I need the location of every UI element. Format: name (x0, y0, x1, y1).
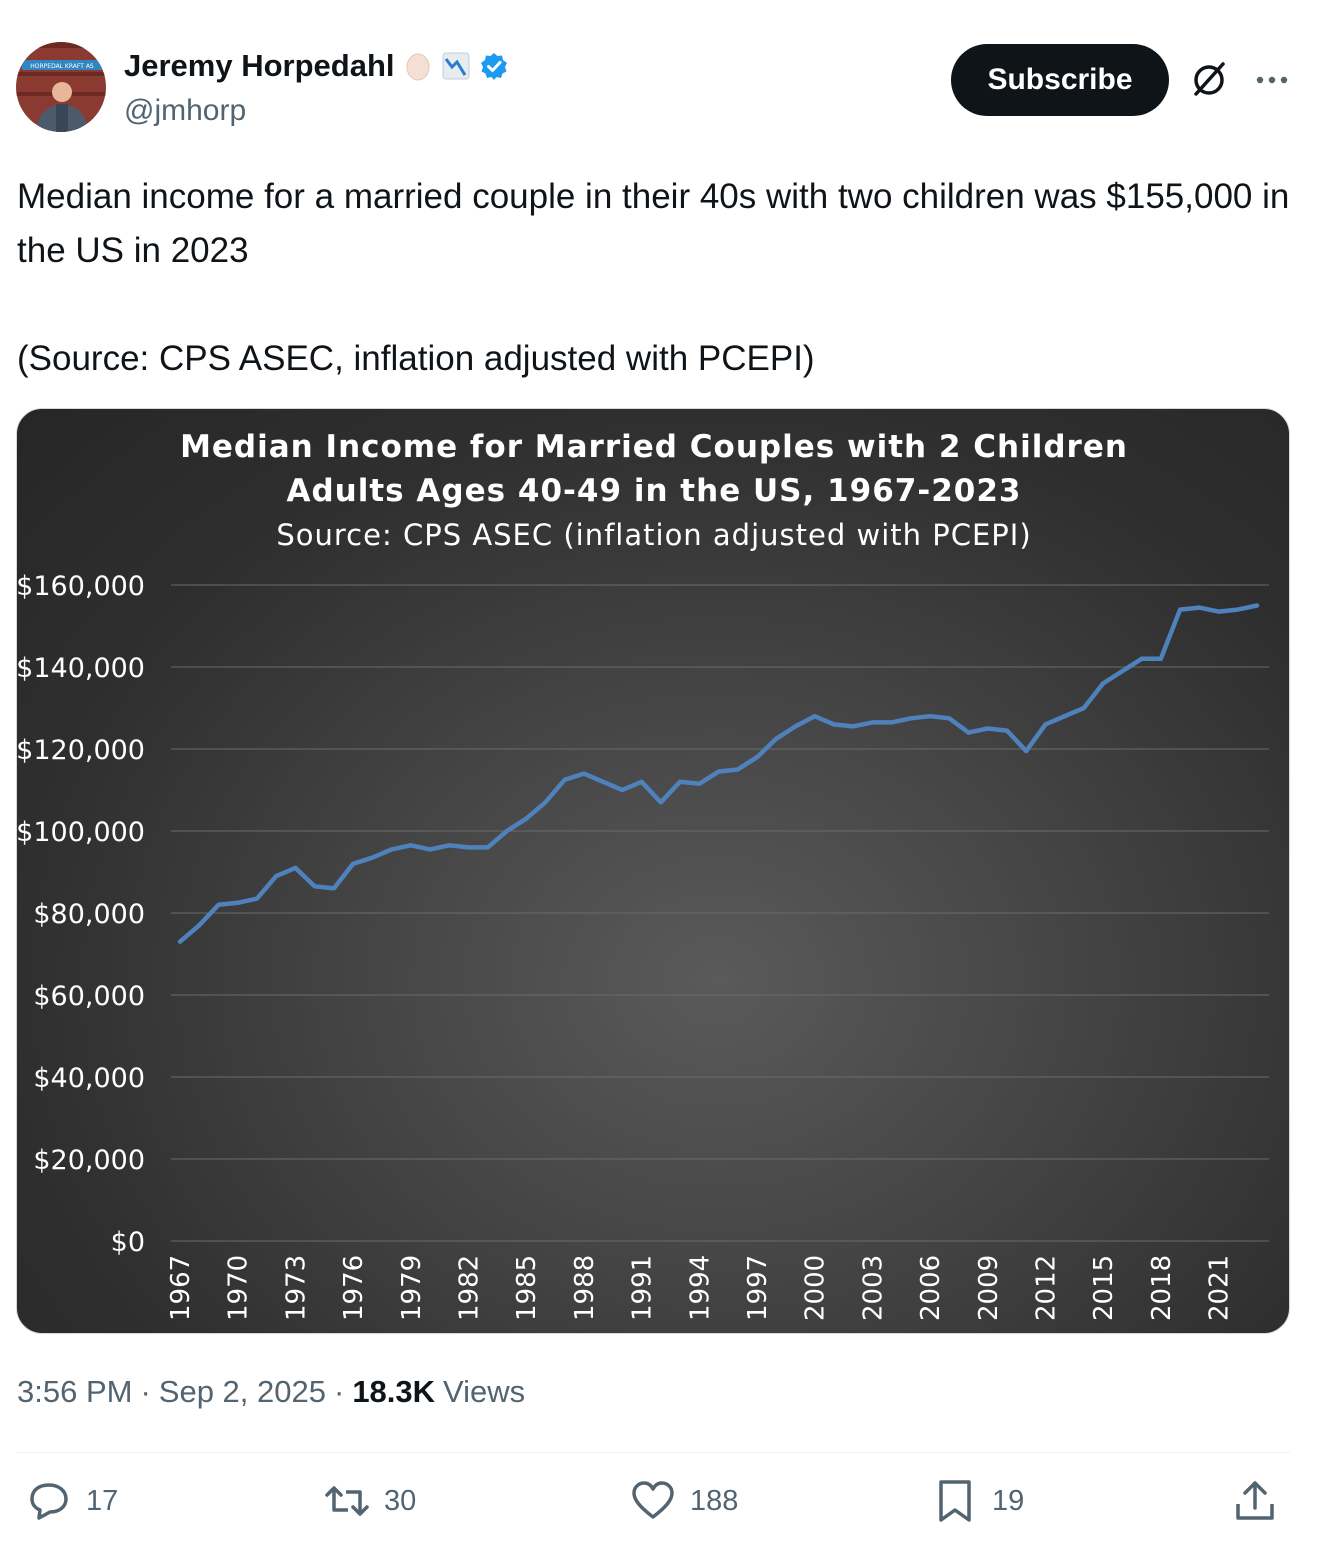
bookmark-icon (939, 1480, 971, 1522)
x-tick-label: 1994 (685, 1255, 715, 1321)
y-tick-label: $120,000 (17, 735, 145, 766)
author-handle[interactable]: @jmhorp (124, 94, 247, 127)
tweet-meta: 3:56 PM · Sep 2, 2025 · 18.3K Views (17, 1374, 525, 1410)
x-tick-label: 1970 (224, 1255, 254, 1321)
like-count: 188 (690, 1484, 739, 1517)
y-tick-label: $0 (111, 1227, 145, 1258)
chart-subtitle: Adults Ages 40-49 in the US, 1967-2023 (286, 473, 1021, 509)
bookmark-count: 19 (992, 1484, 1025, 1517)
income-line-chart: Median Income for Married Couples with 2… (17, 429, 1269, 1321)
reply-count: 17 (86, 1484, 119, 1517)
views-count: 18.3K (352, 1374, 436, 1409)
grok-icon[interactable] (1188, 58, 1230, 100)
meta-separator: · (140, 1374, 151, 1409)
x-tick-label: 1997 (743, 1255, 773, 1321)
author-name-row: Jeremy Horpedahl (124, 48, 509, 84)
chart-series (177, 603, 1260, 944)
divider (16, 1452, 1290, 1453)
x-axis: 1967 1970 1973 1976 1979 1982 1985 1988 1991 1994… (166, 1255, 1235, 1321)
repost-button[interactable]: 30 (324, 1478, 416, 1524)
x-tick-label: 2018 (1147, 1255, 1177, 1321)
avatar[interactable]: HORPEDAL KRAFT AS (16, 42, 106, 132)
tweet-text: Median income for a married couple in th… (17, 177, 1290, 378)
y-tick-label: $60,000 (33, 981, 145, 1012)
subscribe-button[interactable]: Subscribe (951, 44, 1169, 116)
verified-badge-icon (480, 53, 507, 80)
avatar-sign-text: HORPEDAL KRAFT AS (30, 63, 94, 70)
x-tick-label: 1967 (166, 1255, 196, 1321)
share-icon (1236, 1481, 1274, 1520)
tweet-time[interactable]: 3:56 PM (17, 1374, 133, 1409)
reply-button[interactable]: 17 (26, 1478, 118, 1524)
y-axis: $0 $20,000 $40,000 $60,000 $80,000 $100,000 $1… (17, 571, 145, 1258)
views-label: Views (443, 1374, 526, 1409)
chart-title: Median Income for Married Couples with 2… (180, 429, 1128, 465)
x-tick-label: 2015 (1089, 1255, 1119, 1321)
author-display-name[interactable]: Jeremy Horpedahl (124, 48, 395, 83)
repost-count: 30 (384, 1484, 417, 1517)
y-tick-label: $140,000 (17, 653, 145, 684)
x-tick-label: 2012 (1031, 1255, 1061, 1321)
action-bar: 17 30 188 19 (16, 1478, 1290, 1540)
meta-separator: · (333, 1374, 345, 1409)
egg-emoji-icon (406, 53, 429, 81)
y-tick-label: $160,000 (17, 571, 145, 602)
income-series-line (177, 603, 1260, 944)
x-tick-label: 1982 (454, 1255, 484, 1321)
chart-image[interactable]: Median Income for Married Couples with 2… (16, 408, 1290, 1334)
heart-icon (632, 1481, 674, 1519)
more-icon[interactable] (1252, 60, 1292, 100)
chart-source: Source: CPS ASEC (inflation adjusted wit… (276, 518, 1031, 552)
x-tick-label: 1979 (397, 1255, 427, 1321)
reply-icon (30, 1483, 68, 1520)
x-tick-label: 2003 (858, 1255, 888, 1321)
y-tick-label: $40,000 (33, 1063, 145, 1094)
x-tick-label: 2000 (801, 1255, 831, 1321)
x-tick-label: 1976 (339, 1255, 369, 1321)
share-button[interactable] (1232, 1478, 1278, 1524)
x-tick-label: 1985 (512, 1255, 542, 1321)
x-tick-label: 1973 (281, 1255, 311, 1321)
chart-decreasing-icon (442, 52, 469, 80)
y-tick-label: $20,000 (33, 1145, 145, 1176)
x-tick-label: 1991 (628, 1255, 658, 1321)
tweet-header: HORPEDAL KRAFT AS Jeremy Horpedahl @jmho… (16, 42, 1302, 134)
chart-grid (171, 584, 1269, 1242)
y-tick-label: $80,000 (33, 899, 145, 930)
y-tick-label: $100,000 (17, 817, 145, 848)
repost-icon (325, 1486, 369, 1516)
x-tick-label: 2006 (916, 1255, 946, 1321)
x-tick-label: 2021 (1205, 1255, 1235, 1321)
tweet-date[interactable]: Sep 2, 2025 (158, 1374, 326, 1409)
x-tick-label: 1988 (570, 1255, 600, 1321)
bookmark-button[interactable]: 19 (932, 1478, 1024, 1524)
x-tick-label: 2009 (974, 1255, 1004, 1321)
like-button[interactable]: 188 (630, 1478, 738, 1524)
